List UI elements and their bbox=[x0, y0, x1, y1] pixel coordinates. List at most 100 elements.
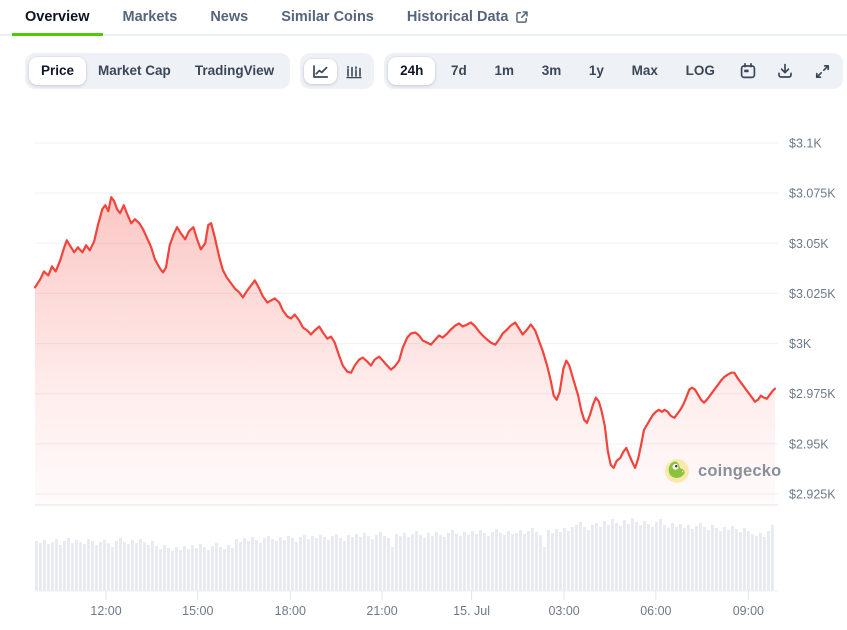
volume-bar bbox=[99, 542, 102, 591]
range-7d-button[interactable]: 7d bbox=[439, 57, 479, 85]
y-axis-label: $3.075K bbox=[789, 187, 836, 201]
volume-bar bbox=[283, 540, 286, 591]
tab-label: Historical Data bbox=[406, 9, 509, 25]
metric-tradingview-button[interactable]: TradingView bbox=[183, 57, 286, 85]
volume-bar bbox=[555, 529, 558, 591]
volume-bar bbox=[351, 537, 354, 591]
metric-price-button[interactable]: Price bbox=[29, 57, 87, 85]
volume-bar bbox=[291, 538, 294, 591]
range-24h-button[interactable]: 24h bbox=[388, 57, 436, 85]
volume-bar bbox=[483, 533, 486, 591]
volume-bar bbox=[543, 547, 546, 591]
volume-bar bbox=[115, 541, 118, 591]
volume-bar bbox=[71, 543, 74, 591]
volume-bar bbox=[459, 536, 462, 591]
volume-bar bbox=[667, 528, 670, 591]
volume-bar bbox=[343, 541, 346, 591]
tab-label: News bbox=[210, 9, 249, 25]
volume-bar bbox=[587, 530, 590, 591]
volume-bar bbox=[387, 538, 390, 591]
volume-bar bbox=[751, 534, 754, 591]
volume-bar bbox=[523, 534, 526, 591]
range-max-button[interactable]: Max bbox=[620, 57, 670, 85]
volume-bar bbox=[747, 531, 750, 591]
volume-bar bbox=[611, 519, 614, 591]
tab-label: Markets bbox=[122, 9, 178, 25]
volume-bar bbox=[703, 527, 706, 591]
volume-bar bbox=[159, 549, 162, 591]
volume-bar bbox=[295, 542, 298, 591]
volume-bar bbox=[135, 543, 138, 591]
volume-bar bbox=[559, 532, 562, 591]
volume-bar bbox=[755, 536, 758, 591]
volume-bar bbox=[35, 541, 38, 591]
volume-bar bbox=[623, 520, 626, 591]
volume-bar bbox=[659, 519, 662, 591]
chart-type-line-chart-icon[interactable] bbox=[304, 58, 338, 84]
y-axis-label: $3.025K bbox=[789, 287, 836, 301]
volume-bar bbox=[647, 524, 650, 591]
volume-bar bbox=[727, 530, 730, 591]
price-chart[interactable]: $3.1K $3.075K $3.05K $3.025K $3K $2.975K $2.95… bbox=[0, 100, 847, 630]
tab-similar-coins[interactable]: Similar Coins bbox=[268, 0, 387, 36]
volume-bar bbox=[219, 547, 222, 591]
volume-bar bbox=[731, 526, 734, 591]
volume-bar bbox=[367, 536, 370, 591]
tab-markets[interactable]: Markets bbox=[110, 0, 191, 36]
volume-bar bbox=[191, 545, 194, 591]
volume-bar bbox=[651, 527, 654, 591]
volume-bar bbox=[699, 523, 702, 591]
range-1y-button[interactable]: 1y bbox=[577, 57, 616, 85]
volume-bar bbox=[711, 525, 714, 591]
volume-bar bbox=[639, 525, 642, 591]
range-1m-button[interactable]: 1m bbox=[483, 57, 527, 85]
volume-bar bbox=[215, 543, 218, 591]
range-log-button[interactable]: LOG bbox=[674, 57, 727, 85]
tab-overview[interactable]: Overview bbox=[12, 0, 103, 36]
expand-icon[interactable] bbox=[806, 58, 839, 85]
volume-bar bbox=[599, 527, 602, 591]
volume-bar bbox=[255, 540, 258, 591]
volume-bar bbox=[287, 536, 290, 591]
tab-label: Overview bbox=[25, 9, 90, 25]
tab-historical-data[interactable]: Historical Data bbox=[394, 0, 543, 36]
volume-bar bbox=[147, 545, 150, 591]
volume-bar bbox=[83, 544, 86, 591]
metric-market-cap-button[interactable]: Market Cap bbox=[86, 57, 183, 85]
volume-bar bbox=[767, 531, 770, 591]
volume-bar bbox=[299, 537, 302, 591]
volume-bar bbox=[743, 528, 746, 591]
volume-bar bbox=[131, 540, 134, 591]
y-axis-label: $3.1K bbox=[789, 137, 822, 151]
volume-bar bbox=[419, 535, 422, 591]
price-line bbox=[33, 196, 777, 469]
download-icon[interactable] bbox=[768, 57, 802, 85]
volume-bar bbox=[75, 540, 78, 591]
volume-bar bbox=[43, 540, 46, 591]
volume-bar bbox=[247, 541, 250, 591]
volume-bar bbox=[683, 528, 686, 591]
external-link-icon bbox=[515, 10, 529, 24]
volume-bar bbox=[443, 537, 446, 591]
calendar-icon[interactable] bbox=[731, 57, 765, 85]
volume-bar bbox=[719, 531, 722, 591]
volume-bar bbox=[511, 534, 514, 591]
volume-bar bbox=[79, 542, 82, 591]
volume-bar bbox=[143, 542, 146, 591]
metric-switch: Price Market Cap TradingView bbox=[25, 53, 291, 89]
volume-bar bbox=[251, 537, 254, 591]
volume-bar bbox=[187, 549, 190, 591]
volume-bar bbox=[323, 537, 326, 591]
x-axis-label: 18:00 bbox=[275, 604, 306, 618]
tab-news[interactable]: News bbox=[197, 0, 261, 36]
chart-type-bar-chart-icon[interactable] bbox=[337, 59, 370, 84]
volume-bar bbox=[171, 551, 174, 591]
range-3m-button[interactable]: 3m bbox=[530, 57, 574, 85]
volume-bar bbox=[675, 527, 678, 591]
time-range-switch: 24h 7d 1m 3m 1y Max LOG bbox=[384, 53, 843, 89]
volume-bar bbox=[383, 536, 386, 591]
volume-bar bbox=[551, 533, 554, 591]
volume-bar bbox=[375, 535, 378, 591]
volume-bar bbox=[759, 533, 762, 591]
volume-bar bbox=[259, 543, 262, 591]
